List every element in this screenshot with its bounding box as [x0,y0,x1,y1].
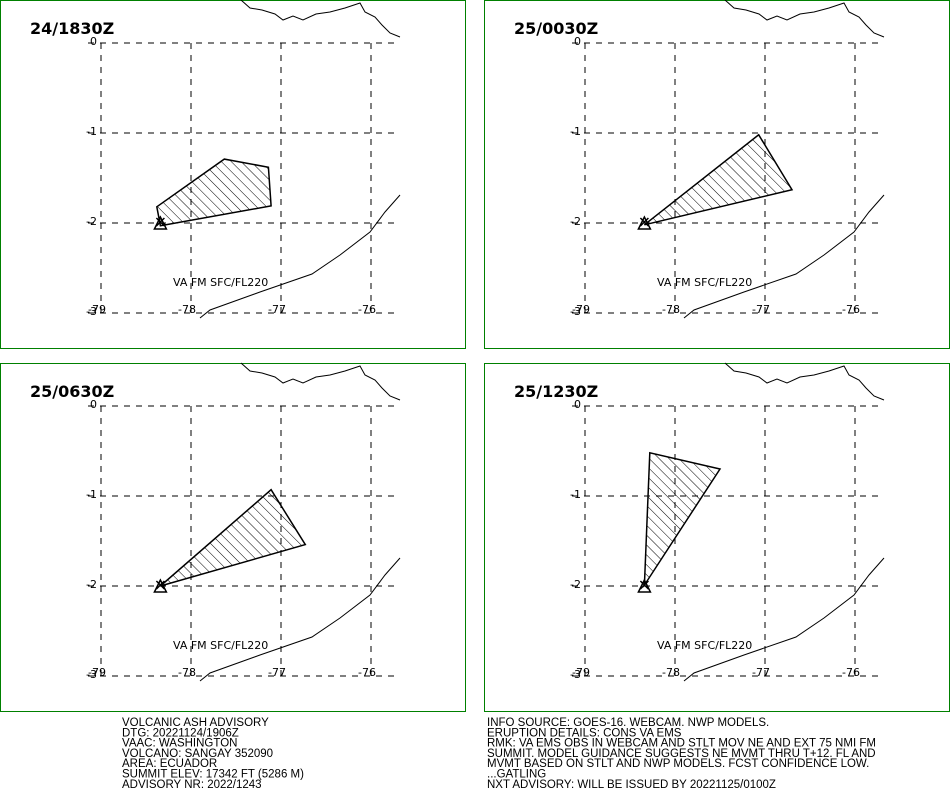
lat-tick-label: -3 [86,305,97,318]
map-panel: 0 -1 -2 -3-79 -78 -77 -76 24/1830Z VA FM SFC/FL2… [0,0,466,349]
geography [199,362,401,682]
lat-tick-label: -1 [570,488,581,501]
lon-tick-label: -79 [572,666,590,679]
lat-tick-label: -3 [570,668,581,681]
lon-tick-label: -78 [662,303,680,316]
map-panel: 0 -1 -2 -3-79 -78 -77 -76 25/0030Z VA FM SFC/FL2… [484,0,950,349]
lon-tick-label: -76 [358,303,376,316]
lon-tick-label: -77 [268,303,286,316]
lat-tick-label: -2 [570,215,581,228]
volcano-x [639,580,649,590]
ash-cloud [155,158,272,227]
lon-tick-label: -78 [662,666,680,679]
lat-tick-label: -1 [86,488,97,501]
geography [199,0,401,319]
lon-tick-label: -76 [358,666,376,679]
flight-level-label: VA FM SFC/FL220 [657,276,752,289]
advisory-line: RMK: VA EMS OBS IN WEBCAM AND STLT MOV N… [487,738,876,750]
lon-tick-label: -79 [88,303,106,316]
ash-cloud [643,451,722,588]
flight-level-label: VA FM SFC/FL220 [173,639,268,652]
valid-time: 25/0030Z [514,19,598,38]
valid-time: 24/1830Z [30,19,114,38]
lon-tick-label: -76 [842,303,860,316]
advisory-line: DTG: 20221124/1906Z [122,727,239,739]
advisory-line: MVMT BASED ON STLT AND NWP MODELS. FCST … [487,758,869,770]
valid-time: 25/1230Z [514,382,598,401]
volcano-marker [637,215,652,230]
lon-tick-label: -79 [88,666,106,679]
lat-tick-label: -1 [570,125,581,138]
geography [683,0,885,319]
lon-tick-label: -78 [178,303,196,316]
panel-border [0,363,466,712]
lat-tick-label: -3 [570,305,581,318]
lon-tick-label: -79 [572,303,590,316]
lon-tick-label: -76 [842,666,860,679]
advisory-line: VAAC: WASHINGTON [122,738,237,750]
flight-level-label: VA FM SFC/FL220 [173,276,268,289]
advisory-line: VOLCANIC ASH ADVISORY [122,717,269,729]
ash-cloud [159,488,307,587]
advisory-line: ...GATLING [487,769,546,781]
lat-tick-label: 0 [90,35,97,48]
map-panel: 0 -1 -2 -3-79 -78 -77 -76 25/1230Z VA FM SFC/FL2… [484,362,950,712]
panel-border [484,363,950,712]
lon-tick-label: -78 [178,666,196,679]
lon-tick-label: -77 [752,666,770,679]
advisory-line: SUMMIT. MODEL GUIDANCE SUGGESTS NE MVMT … [487,748,876,760]
volcano-x [639,217,649,227]
map-panel: 0 -1 -2 -3-79 -78 -77 -76 25/0630Z VA FM SFC/FL2… [0,362,466,712]
lat-tick-label: -2 [570,578,581,591]
volcano-x [155,217,165,227]
flight-level-label: VA FM SFC/FL220 [657,639,752,652]
advisory-line: ERUPTION DETAILS: CONS VA EMS [487,727,682,739]
lat-tick-label: -1 [86,125,97,138]
lat-tick-label: 0 [574,35,581,48]
lat-tick-label: 0 [90,398,97,411]
volcano-marker [153,215,168,230]
ash-cloud [643,133,794,226]
panel-border [0,0,466,349]
advisory-line: AREA: ECUADOR [122,758,217,770]
advisory-line: VOLCANO: SANGAY 352090 [122,748,273,760]
volcano-marker [153,578,168,593]
volcano-x [155,580,165,590]
volcano-marker [637,578,652,593]
lat-tick-label: -2 [86,215,97,228]
lat-tick-label: 0 [574,398,581,411]
lon-tick-label: -77 [752,303,770,316]
advisory-line: INFO SOURCE: GOES-16. WEBCAM. NWP MODELS… [487,717,769,729]
geography [683,362,885,682]
valid-time: 25/0630Z [30,382,114,401]
advisory-line: NXT ADVISORY: WILL BE ISSUED BY 20221125… [487,779,776,791]
advisory-line: SUMMIT ELEV: 17342 FT (5286 M) [122,769,304,781]
lon-tick-label: -77 [268,666,286,679]
advisory-line: ADVISORY NR: 2022/1243 [122,779,262,791]
lat-tick-label: -3 [86,668,97,681]
lat-tick-label: -2 [86,578,97,591]
